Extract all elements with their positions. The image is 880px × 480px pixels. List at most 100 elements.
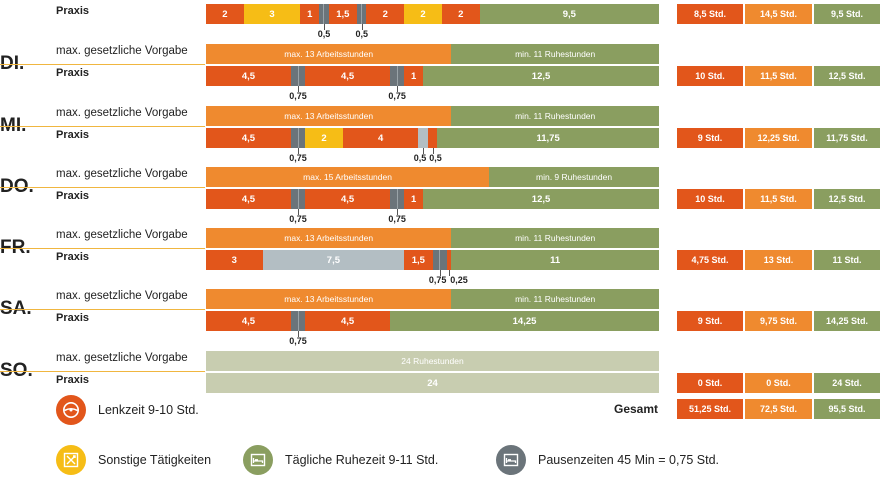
daily-total-ruhe: 14,25 Std. — [814, 311, 880, 331]
duration-note: 0,75 — [388, 214, 406, 224]
note-tick — [298, 148, 300, 154]
note-tick — [397, 86, 399, 92]
praxis-label: Praxis — [56, 190, 90, 202]
daily-total-ruhe: 11,75 Std. — [814, 128, 880, 148]
note-tick — [397, 209, 399, 215]
bar-segment-lenk: 4,5 — [305, 311, 391, 331]
praxis-bar: 4,5 4,5 1 12,5 — [206, 66, 659, 86]
daily-total-ruhe: 12,5 Std. — [814, 66, 880, 86]
praxis-label: Praxis — [56, 129, 90, 141]
duration-note: 0,75 — [289, 91, 307, 101]
bar-segment-lenk: 2 — [366, 4, 405, 24]
daily-total-arbeit: 9,75 Std. — [745, 311, 812, 331]
duration-note: 0,5 — [317, 29, 331, 39]
bar-segment-ruhe: 11 — [451, 250, 659, 270]
bar-segment-lenk_req: max. 13 Arbeitsstunden — [206, 44, 452, 64]
duration-note: 0,75 — [289, 336, 307, 346]
praxis-bar: 24 — [206, 373, 659, 393]
legend-item: Sonstige Tätigkeiten — [56, 445, 211, 475]
bar-segment-pause — [432, 250, 447, 270]
bar-segment-ruhe_req: min. 11 Ruhestunden — [451, 44, 659, 64]
daily-total-lenk: 4,75 Std. — [677, 250, 743, 270]
day-label: SA. — [0, 298, 32, 319]
bar-segment-idle: 7,5 — [262, 250, 405, 270]
praxis-label: Praxis — [56, 67, 90, 79]
wrench-box-icon — [56, 445, 86, 475]
bar-segment-lenk: 4,5 — [206, 66, 291, 86]
note-tick — [323, 24, 325, 30]
day-label: SO. — [0, 360, 33, 381]
bar-segment-ruhe: 9,5 — [479, 4, 659, 24]
gesamt-total-lenk: 51,25 Std. — [677, 399, 743, 419]
vorgabe-underline — [0, 309, 205, 310]
duration-note: 0,75 — [388, 91, 406, 101]
bar-segment-pause — [319, 4, 329, 24]
vorgabe-underline — [0, 64, 205, 65]
daily-total-lenk: 9 Std. — [677, 128, 743, 148]
daily-total-arbeit: 0 Std. — [745, 373, 812, 393]
note-tick — [298, 86, 300, 92]
bar-segment-ruhe: 14,25 — [390, 311, 659, 331]
bar-segment-lenk: 4,5 — [206, 311, 291, 331]
note-tick — [432, 148, 434, 154]
bar-segment-lenk — [446, 250, 452, 270]
duration-note: 0,75 — [289, 153, 307, 163]
bar-segment-ruhe: 11,75 — [437, 128, 659, 148]
note-tick — [423, 148, 425, 154]
praxis-label: Praxis — [56, 374, 90, 386]
daily-total-arbeit: 13 Std. — [745, 250, 812, 270]
bar-segment-lenk: 1,5 — [328, 4, 357, 24]
day-label: MI. — [0, 115, 27, 136]
bar-segment-lenk — [427, 128, 438, 148]
daily-total-lenk: 10 Std. — [677, 189, 743, 209]
gesamt-total-ruhe: 95,5 Std. — [814, 399, 880, 419]
bar-segment-lenk: 4,5 — [305, 189, 391, 209]
bar-segment-lenk: 2 — [441, 4, 480, 24]
vorgabe-bar: max. 13 Arbeitsstunden min. 11 Ruhestunde… — [206, 228, 659, 248]
daily-total-ruhe: 11 Std. — [814, 250, 880, 270]
bar-segment-pause — [290, 311, 306, 331]
bar-segment-lenk_req: max. 13 Arbeitsstunden — [206, 106, 452, 126]
bar-segment-lenk: 1 — [300, 4, 320, 24]
legend-label: Sonstige Tätigkeiten — [98, 453, 212, 467]
bar-segment-ruhe_req: min. 11 Ruhestunden — [451, 106, 659, 126]
gesamt-total-arbeit: 72,5 Std. — [745, 399, 812, 419]
day-label: DI. — [0, 53, 25, 74]
legend-item: Pausenzeiten 45 Min = 0,75 Std. — [496, 445, 719, 475]
duration-note: 0,5 — [429, 153, 442, 163]
bar-segment-lenk: 1 — [404, 66, 424, 86]
bar-segment-lenk: 4,5 — [206, 189, 291, 209]
duration-note: 0,75 — [428, 275, 447, 285]
bar-segment-ruhe: 12,5 — [423, 66, 659, 86]
note-tick — [439, 270, 441, 276]
bar-segment-ruhe_free: 24 Ruhestunden — [206, 351, 659, 371]
bar-segment-lenk: 4,5 — [305, 66, 391, 86]
bar-segment-lenk_req: max. 15 Arbeitsstunden — [206, 167, 490, 187]
day-label: FR. — [0, 237, 31, 258]
note-tick — [361, 24, 363, 30]
duration-note: 0,5 — [413, 153, 427, 163]
legend-item: Tägliche Ruhezeit 9-11 Std. — [243, 445, 438, 475]
bar-segment-lenk: 2 — [206, 4, 244, 24]
daily-total-lenk: 8,5 Std. — [677, 4, 743, 24]
bar-segment-sonst: 2 — [305, 128, 343, 148]
legend-item: Lenkzeit 9-10 Std. — [56, 395, 199, 425]
vorgabe-bar: max. 15 Arbeitsstunden min. 9 Ruhestunden — [206, 167, 659, 187]
note-tick — [449, 270, 451, 276]
note-tick — [298, 331, 300, 337]
vorgabe-underline — [0, 126, 205, 127]
praxis-label: Praxis — [56, 251, 90, 263]
vorgabe-bar: max. 13 Arbeitsstunden min. 11 Ruhestunde… — [206, 106, 659, 126]
vorgabe-underline — [0, 371, 205, 372]
daily-total-arbeit: 11,5 Std. — [745, 189, 812, 209]
duration-note: 0,25 — [450, 275, 468, 285]
duration-note: 0,5 — [355, 29, 368, 39]
bar-segment-ruhe_free: 24 — [206, 373, 659, 393]
praxis-label: Praxis — [56, 312, 90, 324]
bar-segment-lenk: 1,5 — [404, 250, 433, 270]
steering-wheel-icon — [56, 395, 86, 425]
vorgabe-underline — [0, 248, 205, 249]
bar-segment-lenk_req: max. 13 Arbeitsstunden — [206, 228, 452, 248]
legend-label: Pausenzeiten 45 Min = 0,75 Std. — [538, 453, 720, 467]
bar-segment-lenk: 4 — [342, 128, 419, 148]
